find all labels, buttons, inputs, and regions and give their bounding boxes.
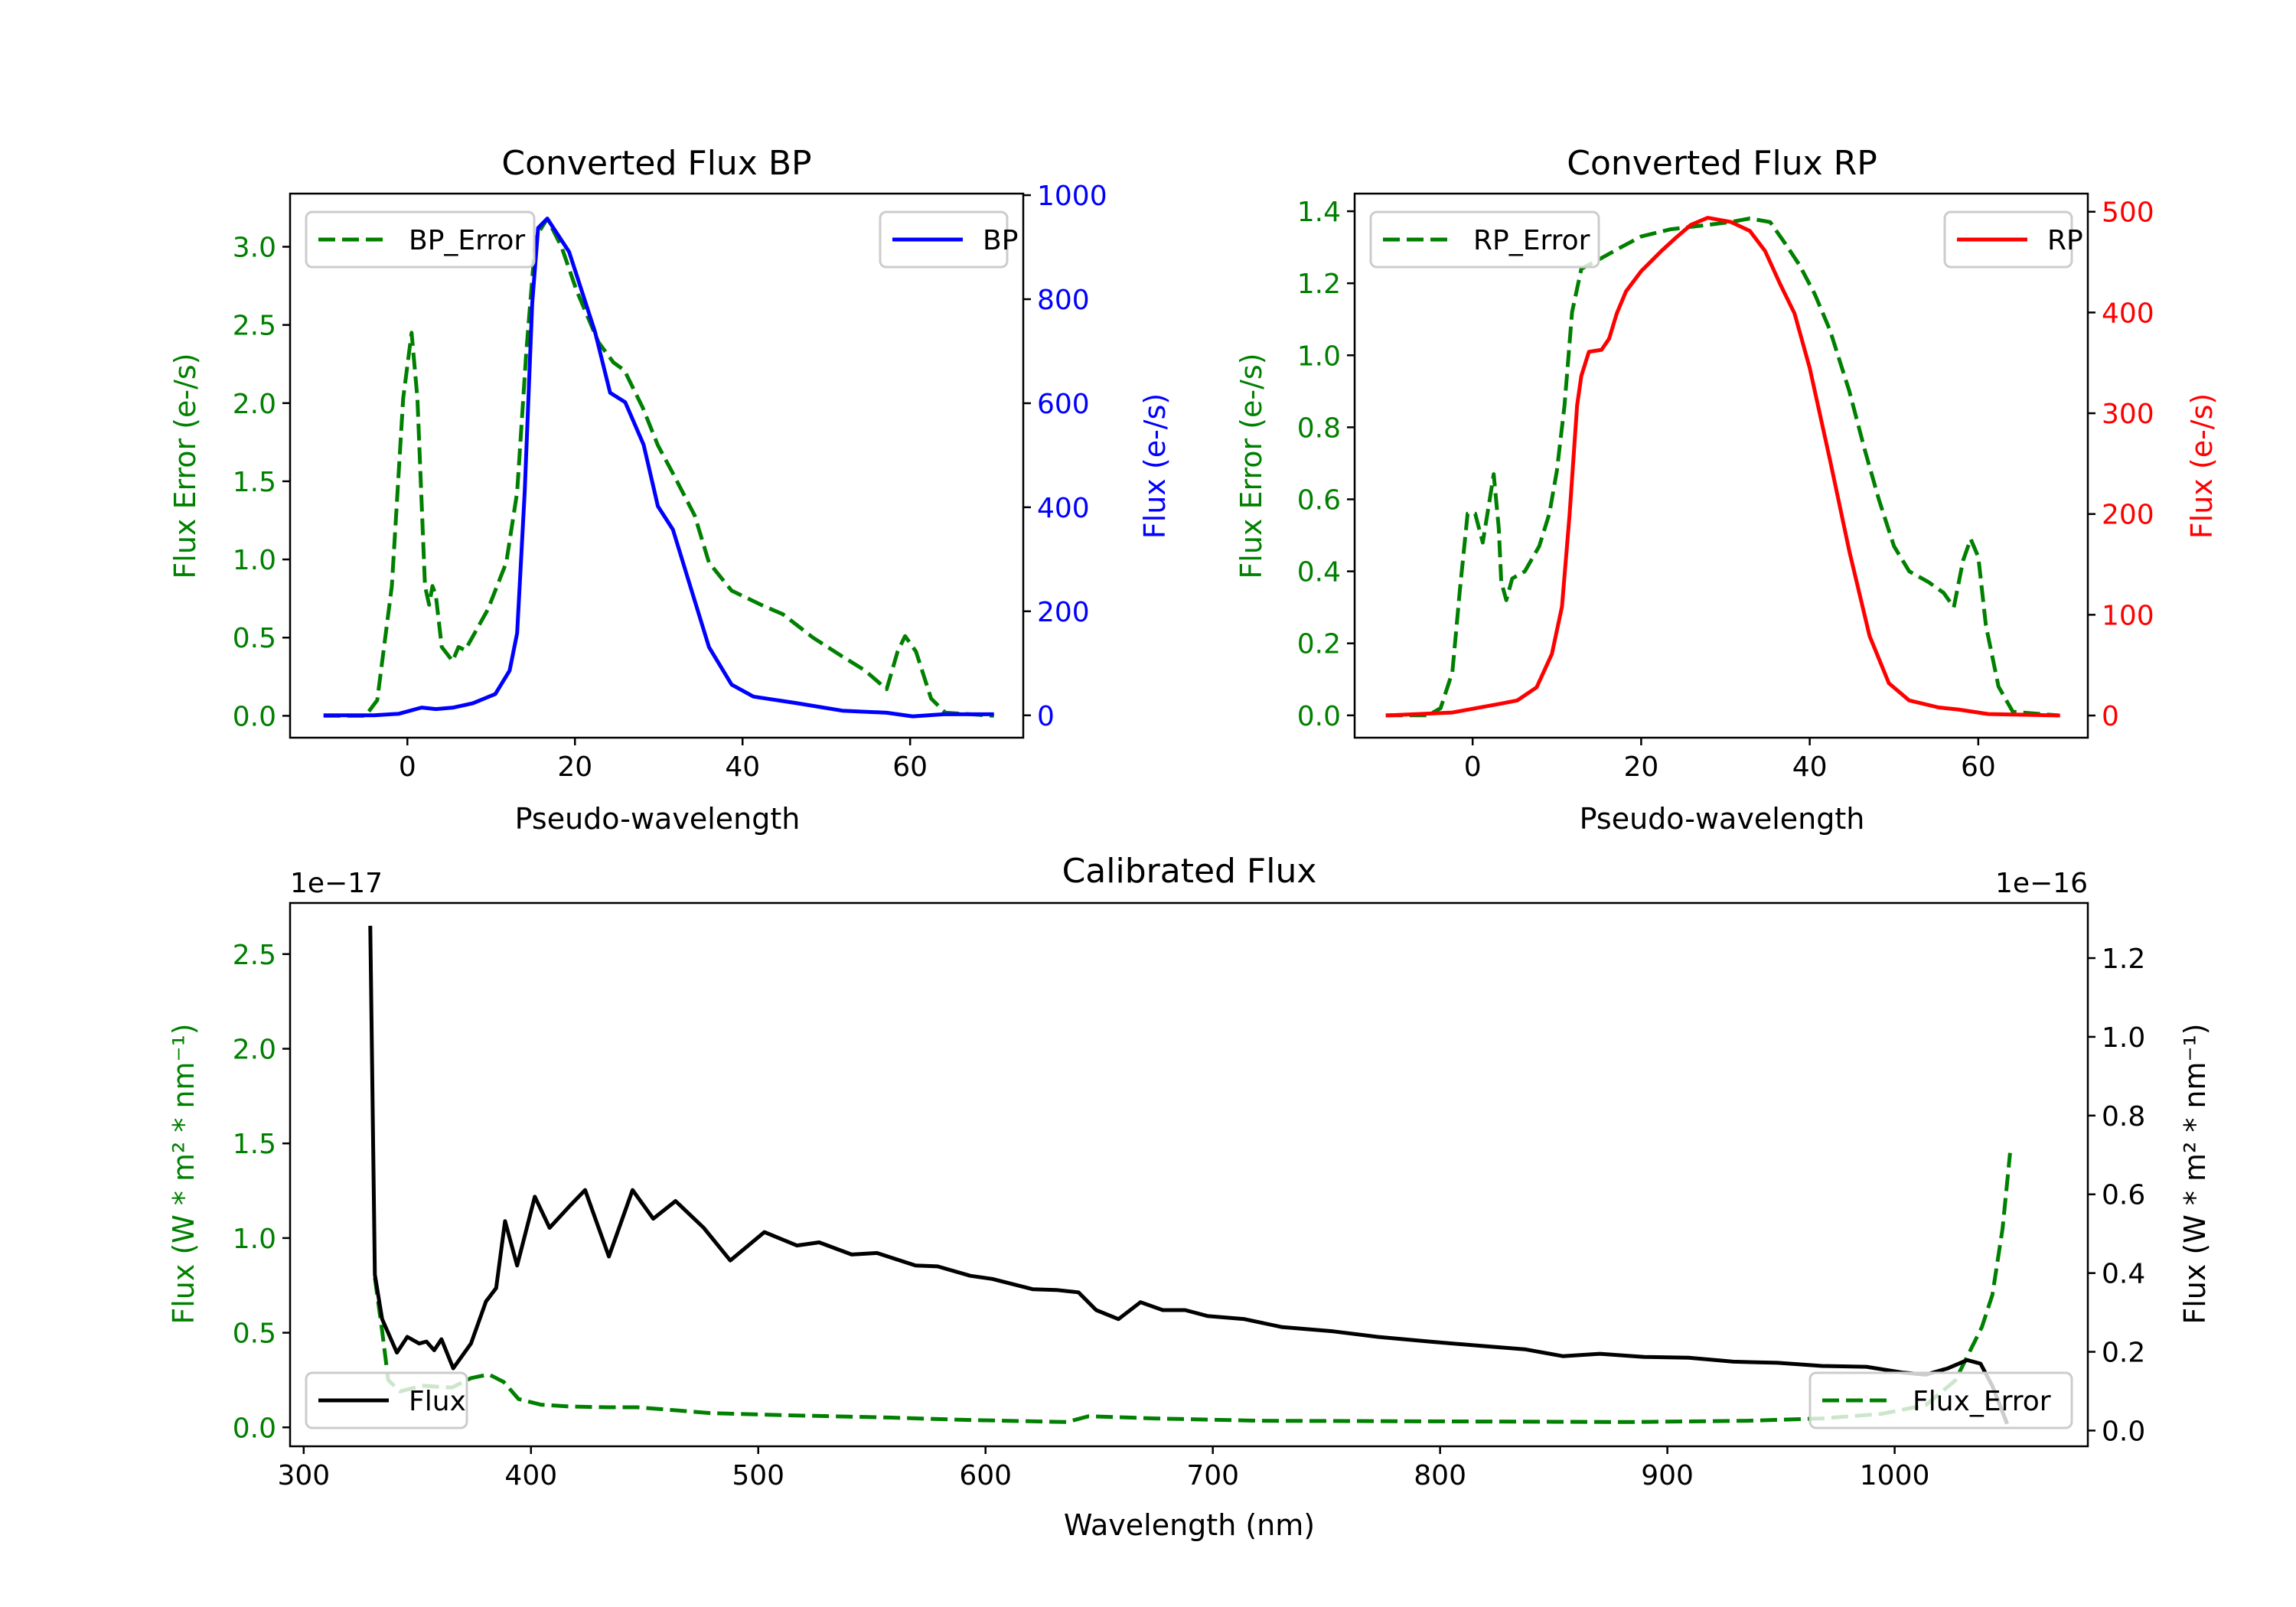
cal-xtick-label: 700 (1186, 1460, 1239, 1491)
rp-ytick-left-label: 1.2 (1297, 269, 1341, 300)
cal-ytick-right-label: 0.2 (2102, 1338, 2145, 1369)
rp-axes-frame (1353, 192, 2089, 739)
bp-axes-frame (289, 192, 1025, 739)
rp-ytick-right-label: 0 (2102, 701, 2119, 732)
bp-series-bp-error (323, 217, 994, 718)
rp-ytick-right-label: 400 (2102, 298, 2154, 329)
rp-xtick-label: 40 (1792, 751, 1828, 783)
rp-xtick-label: 20 (1623, 751, 1658, 783)
rp-panel: Converted Flux RP Pseudo-wavelength Flux… (1234, 144, 2219, 836)
cal-legend-label: Flux_Error (1913, 1386, 2051, 1417)
cal-ylabel-right: Flux (W * m² * nm⁻¹) (2178, 1023, 2212, 1324)
cal-ytick-left-label: 1.5 (233, 1129, 276, 1160)
cal-legend-box (1808, 1371, 2073, 1429)
bp-ytick-right-label: 800 (1037, 285, 1090, 316)
cal-ytick-right-label: 1.0 (2102, 1022, 2145, 1054)
cal-axes-frame (289, 901, 2089, 1448)
rp-ytick-left-label: 0.0 (1297, 701, 1341, 732)
rp-legend-right: RP (1943, 210, 2083, 269)
cal-xlabel: Wavelength (nm) (1064, 1508, 1315, 1542)
bp-legend-label: BP (983, 225, 1018, 256)
cal-xtick-label: 500 (732, 1460, 784, 1491)
rp-ytick-right-label: 500 (2102, 197, 2154, 229)
rp-xtick-label: 0 (1464, 751, 1482, 783)
rp-ytick-left-label: 0.6 (1297, 484, 1341, 516)
rp-xlabel: Pseudo-wavelength (1580, 802, 1865, 836)
rp-ytick-right-label: 300 (2102, 399, 2154, 430)
cal-legend-left: Flux (305, 1371, 468, 1429)
cal-ytick-right-label: 0.4 (2102, 1259, 2145, 1290)
bp-ytick-left-label: 3.0 (233, 232, 276, 263)
calibrated-panel: Calibrated Flux 1e−17 1e−16 Wavelength (… (167, 852, 2212, 1542)
bp-xtick-label: 20 (557, 751, 592, 783)
rp-legend-left: RP_Error (1369, 210, 1600, 269)
cal-ylabel-left: Flux (W * m² * nm⁻¹) (167, 1023, 201, 1324)
cal-title: Calibrated Flux (1062, 852, 1317, 891)
bp-xtick-label: 60 (892, 751, 928, 783)
cal-series-flux (368, 925, 2009, 1425)
rp-ytick-left-label: 0.8 (1297, 412, 1341, 444)
bp-ytick-left-label: 2.0 (233, 389, 276, 420)
bp-series-bp (323, 217, 994, 719)
bp-xtick-label: 0 (399, 751, 416, 783)
cal-xtick-label: 1000 (1860, 1460, 1930, 1491)
rp-series-rp-error (1385, 217, 2058, 718)
rp-legend-label: RP_Error (1473, 225, 1590, 256)
cal-ytick-left-label: 2.0 (233, 1034, 276, 1065)
bp-ytick-right-label: 400 (1037, 493, 1090, 524)
bp-ytick-left-label: 1.5 (233, 467, 276, 498)
rp-ytick-right-label: 100 (2102, 600, 2154, 631)
rp-ytick-left-label: 0.2 (1297, 629, 1341, 660)
cal-ytick-right-label: 0.8 (2102, 1101, 2145, 1133)
cal-xtick-label: 600 (959, 1460, 1012, 1491)
cal-ytick-right-label: 1.2 (2102, 944, 2145, 975)
cal-xtick-label: 800 (1414, 1460, 1466, 1491)
rp-ylabel-right: Flux (e-/s) (2185, 393, 2219, 539)
cal-ytick-left-label: 0.5 (233, 1319, 276, 1350)
bp-legend-right: BP (879, 210, 1018, 269)
rp-legend-label: RP (2047, 225, 2083, 256)
bp-ytick-left-label: 0.5 (233, 623, 276, 654)
cal-offset-right: 1e−16 (1995, 868, 2088, 899)
rp-xtick-label: 60 (1961, 751, 1996, 783)
rp-ytick-right-label: 200 (2102, 500, 2154, 531)
bp-legend-box (305, 210, 536, 269)
bp-ylabel-right: Flux (e-/s) (1138, 393, 1172, 539)
bp-ytick-right-label: 0 (1037, 701, 1055, 732)
bp-ytick-left-label: 1.0 (233, 545, 276, 576)
bp-title: Converted Flux BP (501, 144, 811, 183)
cal-legend-right: Flux_Error (1808, 1371, 2073, 1429)
cal-ytick-right-label: 0.6 (2102, 1180, 2145, 1211)
rp-ytick-left-label: 1.0 (1297, 341, 1341, 372)
bp-legend-left: BP_Error (305, 210, 536, 269)
rp-title: Converted Flux RP (1567, 144, 1877, 183)
rp-series-rp (1385, 216, 2060, 718)
cal-offset-left: 1e−17 (290, 868, 383, 899)
cal-ytick-left-label: 0.0 (233, 1413, 276, 1444)
bp-panel: Converted Flux BP Pseudo-wavelength Flux… (168, 144, 1172, 836)
bp-ytick-right-label: 200 (1037, 597, 1090, 628)
bp-ytick-left-label: 0.0 (233, 701, 276, 732)
rp-ylabel-left: Flux Error (e-/s) (1234, 353, 1268, 579)
bp-xlabel: Pseudo-wavelength (515, 802, 801, 836)
bp-ytick-right-label: 1000 (1037, 181, 1107, 212)
cal-xtick-label: 900 (1641, 1460, 1694, 1491)
rp-ytick-left-label: 1.4 (1297, 197, 1341, 228)
cal-ytick-right-label: 0.0 (2102, 1416, 2145, 1447)
cal-ytick-left-label: 1.0 (233, 1224, 276, 1255)
cal-xtick-label: 300 (277, 1460, 330, 1491)
bp-ylabel-left: Flux Error (e-/s) (168, 353, 202, 579)
cal-legend-label: Flux (409, 1386, 466, 1417)
bp-xtick-label: 40 (725, 751, 760, 783)
rp-legend-box (1369, 210, 1600, 269)
rp-ytick-left-label: 0.4 (1297, 557, 1341, 588)
cal-ytick-left-label: 2.5 (233, 940, 276, 971)
cal-xtick-label: 400 (504, 1460, 557, 1491)
bp-ytick-left-label: 2.5 (233, 311, 276, 342)
bp-legend-label: BP_Error (409, 225, 525, 256)
bp-ytick-right-label: 600 (1037, 389, 1090, 420)
